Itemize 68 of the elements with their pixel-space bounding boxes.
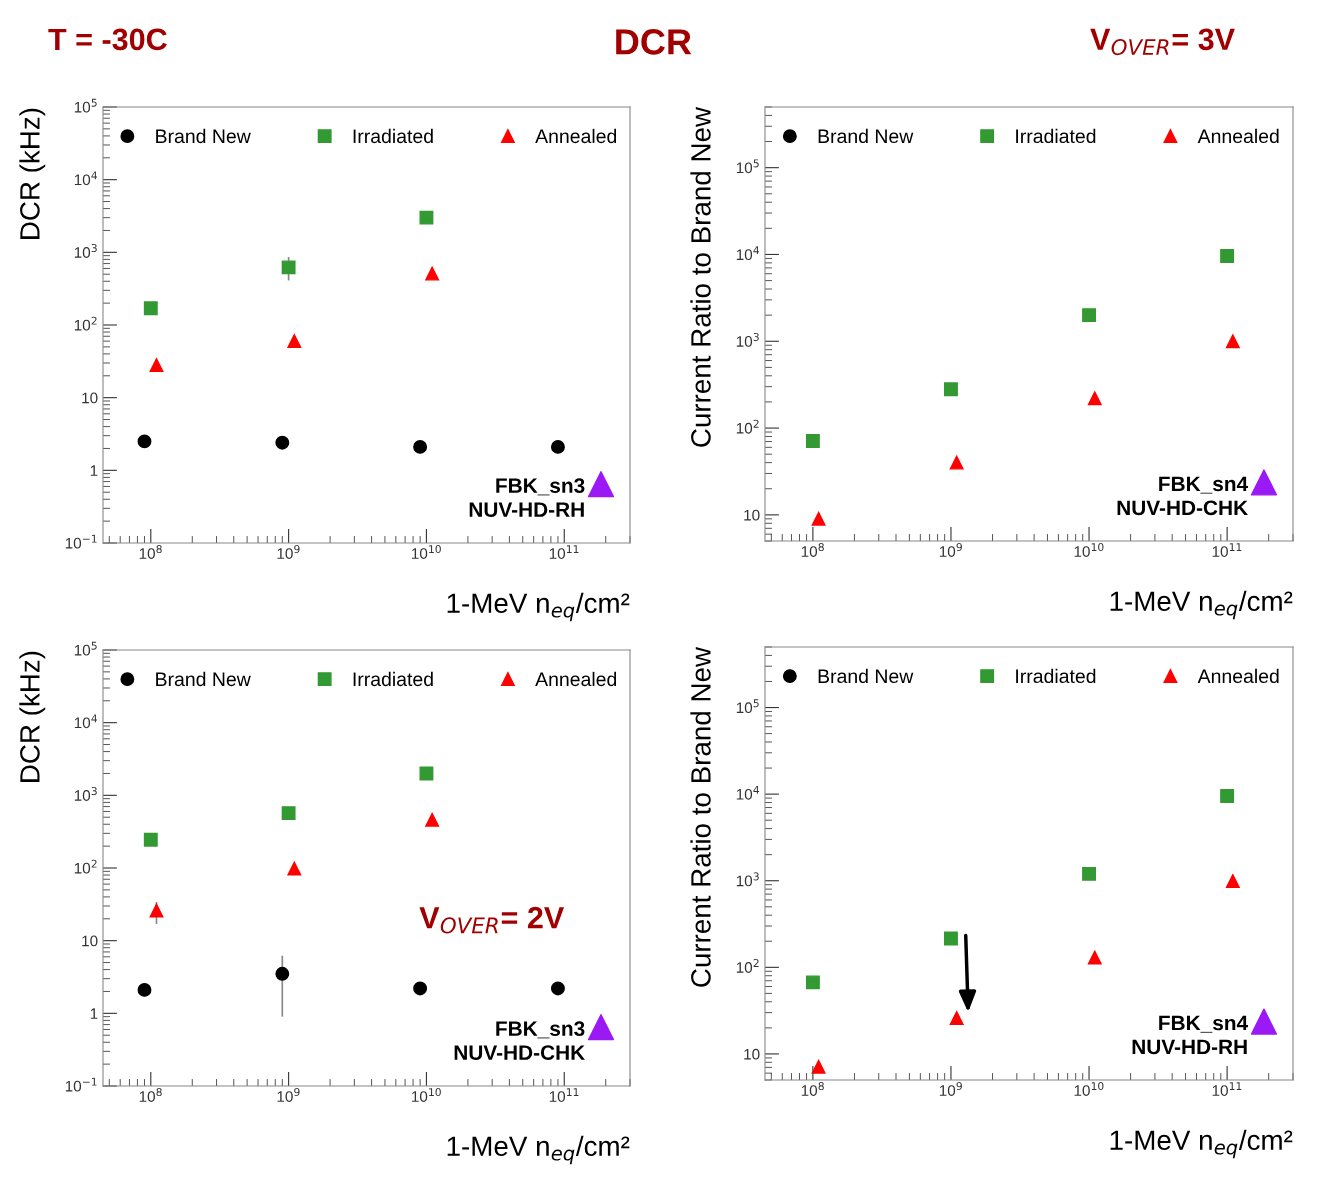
legend-label: Annealed	[1197, 668, 1279, 684]
x-axis-title: 1-MeV n$_{eq}$/cm²	[1110, 1129, 1293, 1159]
text: T = -30C	[48, 28, 167, 51]
text: V$_{OVER}$= 3V	[1090, 28, 1235, 56]
y-tick-label: 10$^{−1}$	[65, 534, 97, 549]
y-tick-label: 10$^{3}$	[74, 243, 97, 258]
x-axis-title: 1-MeV n$_{eq}$/cm²	[1110, 590, 1293, 620]
x-tick-label: 10$^{11}$	[549, 545, 579, 559]
y-tick-label: 10	[744, 1048, 760, 1060]
legend-label: Brand New	[156, 128, 251, 144]
annotation: FBK_sn4 NUV-HD-CHK	[1117, 476, 1249, 516]
y-axis-title: Current Ratio to Brand New	[690, 106, 711, 447]
y-tick-label: 10$^{5}$	[74, 98, 97, 113]
x-tick-label: 10$^{8}$	[801, 543, 824, 557]
annotation: FBK_sn4 NUV-HD-RH	[1132, 1015, 1249, 1055]
chart-title: DCR	[616, 29, 692, 55]
y-tick-label: 10$^{2}$	[736, 419, 759, 434]
x-axis-title: 1-MeV n$_{eq}$/cm²	[447, 592, 630, 622]
x-axis-title: 1-MeV n$_{eq}$/cm²	[447, 1135, 630, 1165]
y-axis-title: DCR (kHz)	[19, 651, 46, 782]
y-tick-label: 1	[90, 1008, 98, 1019]
legend-label: Irradiated	[1016, 668, 1096, 684]
y-tick-label: 10$^{3}$	[736, 872, 759, 887]
y-tick-label: 10$^{5}$	[74, 641, 97, 656]
y-tick-label: 1	[90, 465, 98, 476]
y-tick-label: 10$^{2}$	[74, 316, 97, 331]
legend-label: Annealed	[535, 128, 617, 144]
y-tick-label: 10$^{3}$	[736, 332, 759, 347]
annotation: V$_{OVER}$= 2V	[419, 906, 565, 934]
y-tick-label: 10$^{3}$	[74, 786, 97, 801]
y-tick-label: 10$^{−1}$	[65, 1077, 97, 1092]
y-tick-label: 10$^{4}$	[74, 171, 98, 186]
y-tick-label: 10$^{5}$	[736, 699, 759, 714]
x-tick-label: 10$^{8}$	[139, 1088, 162, 1102]
y-tick-label: 10$^{2}$	[736, 958, 759, 973]
x-tick-label: 10$^{10}$	[1074, 1082, 1104, 1096]
y-tick-label: 10$^{4}$	[74, 714, 98, 729]
legend-label: Irradiated	[353, 671, 433, 687]
y-tick-label: 10	[82, 392, 98, 404]
y-tick-label: 10	[744, 509, 760, 521]
x-tick-label: 10$^{9}$	[939, 543, 962, 557]
x-tick-label: 10$^{9}$	[277, 1088, 300, 1102]
y-axis-title: Current Ratio to Brand New	[690, 646, 711, 987]
y-axis-title: DCR (kHz)	[19, 108, 46, 239]
legend-label: Annealed	[1197, 128, 1279, 144]
x-tick-label: 10$^{10}$	[412, 545, 441, 559]
x-tick-label: 10$^{11}$	[1212, 543, 1242, 557]
y-tick-label: 10$^{5}$	[736, 159, 759, 174]
x-tick-label: 10$^{9}$	[939, 1082, 962, 1096]
y-tick-label: 10$^{4}$	[736, 246, 760, 261]
legend-label: Irradiated	[353, 128, 433, 144]
legend-label: Brand New	[818, 668, 914, 684]
annotation: FBK_sn3 NUV-HD-CHK	[454, 1021, 586, 1060]
y-tick-label: 10$^{2}$	[74, 859, 97, 874]
y-tick-label: 10$^{4}$	[736, 785, 760, 800]
x-tick-label: 10$^{10}$	[412, 1088, 441, 1102]
x-tick-label: 10$^{10}$	[1074, 543, 1104, 557]
legend-label: Brand New	[818, 128, 914, 144]
x-tick-label: 10$^{11}$	[1212, 1082, 1242, 1096]
x-tick-label: 10$^{11}$	[549, 1088, 579, 1102]
x-tick-label: 10$^{9}$	[277, 545, 300, 559]
annotation: FBK_sn3 NUV-HD-RH	[469, 478, 585, 517]
legend-label: Irradiated	[1016, 128, 1096, 144]
y-tick-label: 10	[82, 935, 98, 947]
x-tick-label: 10$^{8}$	[139, 545, 162, 559]
legend-label: Annealed	[535, 671, 617, 687]
x-tick-label: 10$^{8}$	[801, 1082, 824, 1096]
legend-label: Brand New	[156, 671, 251, 687]
